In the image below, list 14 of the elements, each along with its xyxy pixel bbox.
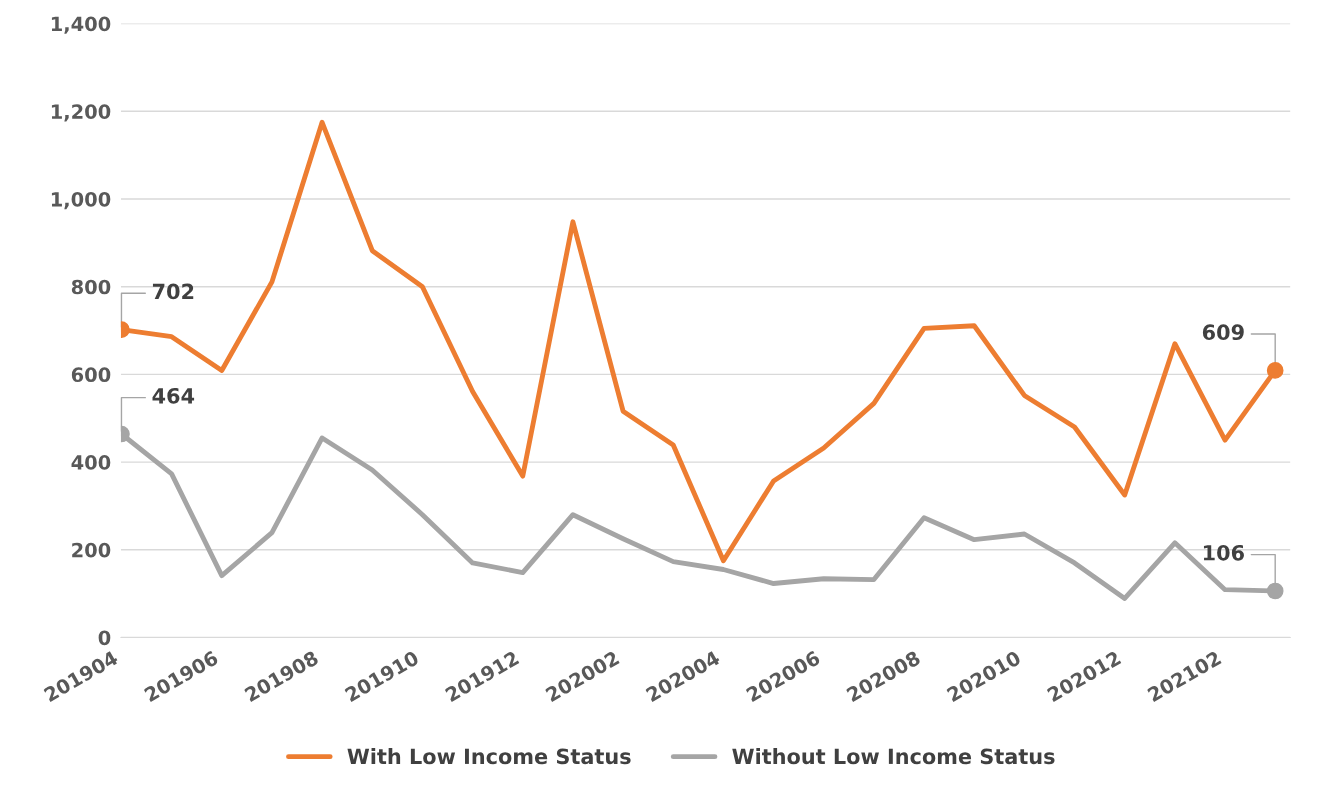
data-label: 106 xyxy=(1203,544,1244,561)
legend-label: With Low Income Status xyxy=(347,748,631,765)
y-tick-label: 600 xyxy=(71,367,111,383)
y-tick-label: 800 xyxy=(71,279,111,295)
data-label: 702 xyxy=(152,283,194,300)
y-tick-label: 0 xyxy=(98,630,111,646)
y-tick-label: 1,200 xyxy=(51,104,111,122)
legend-label: Without Low Income Status xyxy=(732,748,1055,765)
y-tick-label: 400 xyxy=(71,455,111,470)
y-tick-label: 1,000 xyxy=(51,191,111,210)
data-label: 464 xyxy=(152,387,195,404)
y-tick-label: 1,400 xyxy=(51,16,111,34)
y-tick-label: 200 xyxy=(72,542,111,558)
data-label: 609 xyxy=(1202,324,1244,341)
